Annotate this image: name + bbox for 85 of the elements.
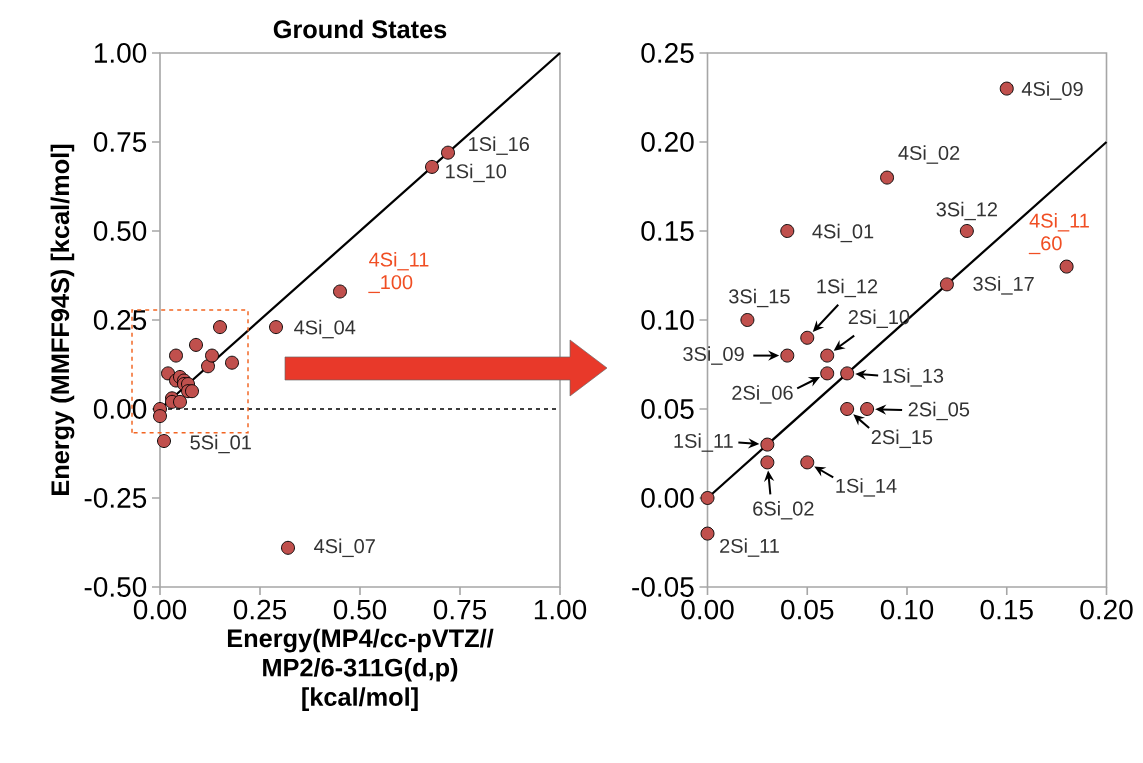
point xyxy=(1059,259,1074,274)
y-tick-label: 1.00 xyxy=(94,43,147,63)
y-tick-label: 0.10 xyxy=(641,310,694,330)
point xyxy=(153,409,167,424)
annotation: 3Si_12 xyxy=(936,201,997,221)
annotation: 3Si_09 xyxy=(683,346,744,365)
annotation: 1Si_13 xyxy=(883,368,944,387)
point xyxy=(425,159,439,174)
annotation: 1Si_14 xyxy=(836,478,897,497)
annotation: 3Si_15 xyxy=(729,288,790,308)
point xyxy=(333,284,347,299)
y-tick-label: 0.00 xyxy=(93,399,147,419)
point xyxy=(700,491,715,505)
point xyxy=(269,320,283,335)
point xyxy=(959,224,974,238)
point xyxy=(840,402,855,416)
point xyxy=(157,434,171,448)
x-tick-label: 0.20 xyxy=(1080,599,1133,620)
point xyxy=(820,348,835,363)
x-tick-label: 0.00 xyxy=(681,599,734,620)
point xyxy=(800,455,815,470)
y-tick-label: 0.50 xyxy=(93,221,147,241)
point xyxy=(860,402,875,416)
y-tick-label: 0.25 xyxy=(641,43,694,63)
annotation: 4Si_09 xyxy=(1021,81,1083,100)
y-tick-label: -0.50 xyxy=(84,577,147,597)
annotation: 2Si_10 xyxy=(848,309,910,328)
annotation: 5Si_01 xyxy=(190,434,251,454)
annotation: 2Si_15 xyxy=(871,429,933,449)
point xyxy=(780,224,795,238)
point xyxy=(820,366,835,381)
point xyxy=(939,277,954,292)
point xyxy=(201,359,215,374)
x-axis-title: Energy(MP4/cc-pVTZ// MP2/6-311G(d,p) [kcal/mol] xyxy=(227,628,494,711)
y-tick-label: 0.75 xyxy=(93,132,147,152)
x-tick-label: 1.00 xyxy=(534,599,587,620)
y-tick-label: -0.05 xyxy=(632,577,694,597)
x-tick-label: 0.05 xyxy=(781,599,834,620)
annotation: 1Si_12 xyxy=(817,278,878,298)
x-tick-label: 0.10 xyxy=(880,599,934,620)
y-tick-label: 0.25 xyxy=(93,310,147,330)
point xyxy=(441,145,455,160)
y-tick-label: 0.20 xyxy=(641,132,694,152)
point xyxy=(205,348,219,363)
point xyxy=(840,366,855,381)
x-tick-label: 0.50 xyxy=(333,599,387,620)
point xyxy=(740,313,755,327)
annotation: 4Si_07 xyxy=(314,538,375,558)
chart-title: Ground States xyxy=(273,19,447,39)
y-tick-label: -0.25 xyxy=(84,488,147,508)
point xyxy=(780,348,795,363)
point xyxy=(185,384,199,399)
annotation: 4Si_02 xyxy=(898,145,960,164)
annotation: 4Si_11 _60 xyxy=(1028,213,1089,255)
annotation: 4Si_04 xyxy=(294,319,356,339)
point xyxy=(169,348,183,363)
x-tick-label: 0.00 xyxy=(133,599,187,620)
y-tick-label: 0.05 xyxy=(641,399,694,419)
point xyxy=(760,455,775,470)
annotation: 2Si_05 xyxy=(908,401,970,421)
point xyxy=(760,437,775,452)
point xyxy=(880,170,895,185)
y-tick-label: 0.00 xyxy=(641,488,694,508)
point xyxy=(281,540,295,555)
annotation: 4Si_01 xyxy=(812,223,874,243)
y-axis-title: Energy (MMFF94S) [kcal/mol] xyxy=(50,144,75,495)
annotation: 4Si_11 _100 xyxy=(368,251,429,294)
x-tick-label: 0.75 xyxy=(433,599,487,620)
point xyxy=(800,330,815,345)
point xyxy=(189,337,203,352)
point xyxy=(999,81,1014,96)
point xyxy=(213,320,227,335)
annotation: 3Si_17 xyxy=(973,276,1034,295)
y-tick-label: 0.15 xyxy=(641,221,694,241)
point xyxy=(225,355,239,370)
x-tick-label: 0.25 xyxy=(233,599,287,620)
point xyxy=(173,394,187,409)
annotation: 2Si_06 xyxy=(732,385,793,404)
annotation: 2Si_11 xyxy=(720,538,779,557)
annotation: 1Si_11 xyxy=(674,433,733,452)
annotation: 1Si_10 xyxy=(446,163,507,183)
x-tick-label: 0.15 xyxy=(980,599,1033,620)
annotation: 6Si_02 xyxy=(753,500,814,520)
point xyxy=(700,526,715,541)
annotation: 1Si_16 xyxy=(469,136,529,155)
